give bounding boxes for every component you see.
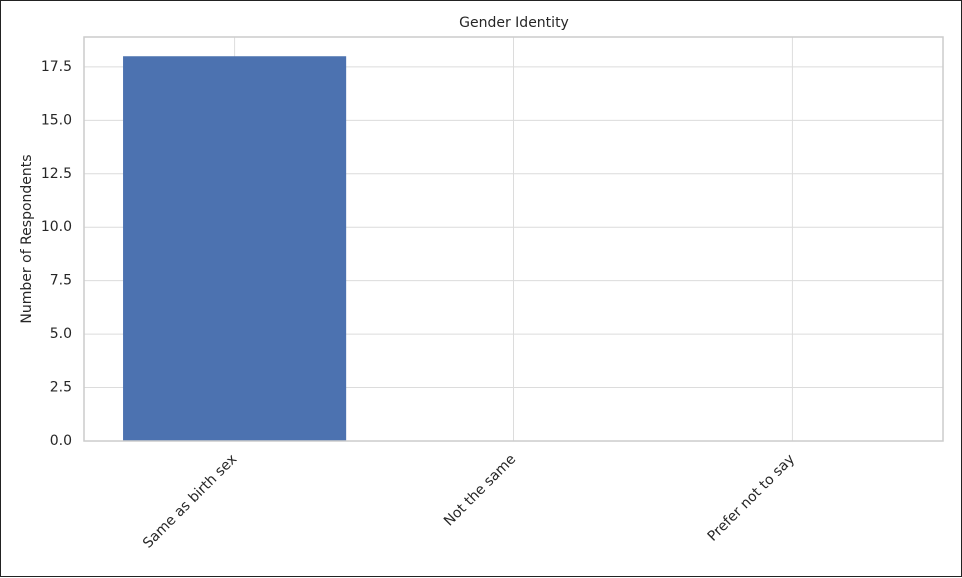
y-tick-label: 12.5 <box>41 166 72 182</box>
y-axis-label: Number of Respondents <box>19 154 35 323</box>
y-tick-label: 17.5 <box>41 59 72 75</box>
chart-title: Gender Identity <box>459 15 569 31</box>
y-tick-label: 7.5 <box>50 273 72 289</box>
y-tick-label: 10.0 <box>41 219 72 235</box>
bar <box>123 56 347 441</box>
y-tick-label: 5.0 <box>50 326 72 342</box>
plot-frame <box>83 36 944 442</box>
y-tick-label: 2.5 <box>50 380 72 396</box>
y-tick-label: 15.0 <box>41 112 72 128</box>
y-tick-label: 0.0 <box>50 433 72 449</box>
